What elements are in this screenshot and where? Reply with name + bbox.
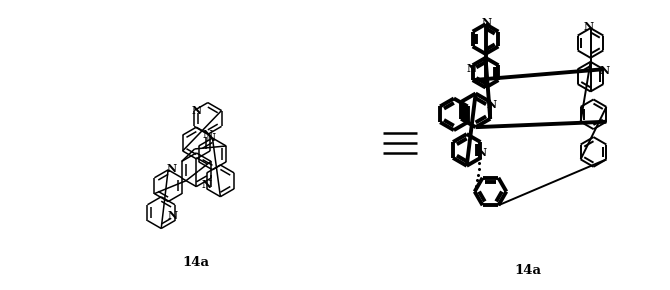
Text: N: N (206, 132, 216, 143)
Text: N: N (600, 65, 610, 76)
Text: N: N (192, 105, 202, 116)
Text: N: N (486, 99, 496, 110)
Text: 14a: 14a (515, 264, 541, 277)
Text: N: N (166, 163, 176, 174)
Text: N: N (482, 17, 492, 28)
Text: N: N (584, 21, 594, 32)
Text: N: N (168, 210, 178, 221)
Text: N: N (202, 128, 212, 139)
Text: N: N (476, 147, 486, 158)
Text: 14a: 14a (183, 256, 210, 269)
Text: N: N (202, 179, 212, 190)
Text: N: N (466, 63, 477, 74)
